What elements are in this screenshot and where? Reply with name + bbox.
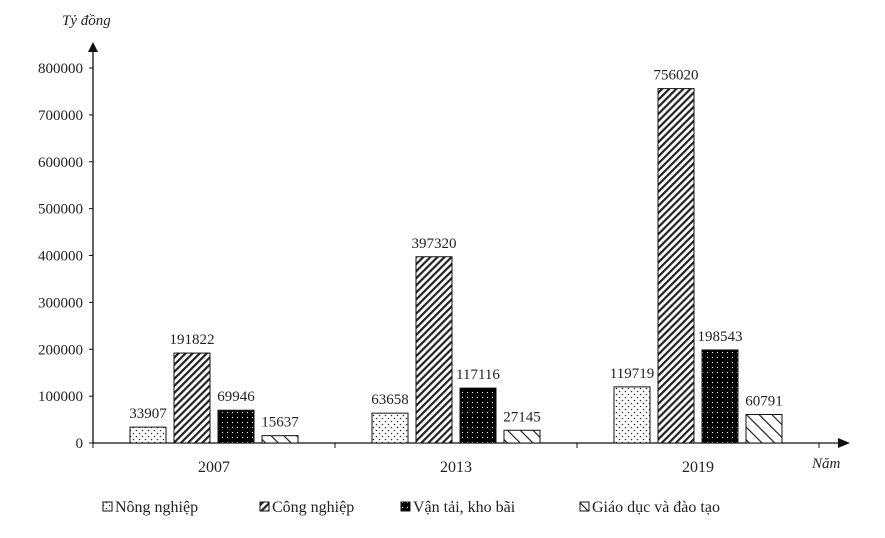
legend: Nông nghiệp Công nghiệp Vận tải, kho bãi Gi…	[102, 499, 720, 516]
legend-swatch	[259, 501, 270, 512]
legend-label: Nông nghiệp	[115, 499, 198, 516]
y-axis: 0 100000 200000 300000 400000 500000 600000 700…	[38, 42, 98, 452]
x-axis-arrow	[838, 438, 850, 448]
legend-swatch	[400, 501, 411, 512]
x-tick-label: 2013	[440, 459, 472, 476]
y-tick-label: 100000	[38, 389, 83, 405]
legend-label: Công nghiệp	[272, 499, 354, 516]
bar-value-label: 191822	[170, 332, 215, 348]
bar	[173, 352, 211, 444]
legend-label: Giáo dục và đào tạo	[592, 499, 720, 516]
legend-swatch	[579, 501, 590, 512]
legend-label: Vận tải, kho bãi	[413, 499, 516, 516]
y-axis-title: Tỷ đồng	[62, 13, 111, 29]
x-axis: 2007 2013 2019	[92, 438, 850, 476]
y-axis-arrow	[88, 42, 98, 52]
bar	[701, 349, 739, 444]
x-tick-label: 2019	[682, 459, 714, 476]
x-tick-label: 2007	[198, 459, 230, 476]
bar-value-label: 397320	[412, 236, 457, 252]
bar	[371, 412, 409, 444]
bar	[261, 435, 299, 444]
bar	[745, 414, 783, 444]
y-tick-label: 200000	[38, 342, 83, 358]
bar-value-label: 198543	[698, 329, 743, 345]
y-tick-label: 500000	[38, 202, 83, 218]
y-tick-label: 0	[76, 436, 84, 452]
bar	[217, 409, 255, 444]
bar	[459, 387, 497, 444]
y-tick-label: 400000	[38, 249, 83, 265]
bar	[129, 426, 167, 444]
bar-value-label: 15637	[261, 415, 299, 431]
bar	[613, 386, 651, 444]
bar	[657, 88, 695, 444]
bars-group: 33907 191822 69946 15637 63658 397320 117116 27…	[129, 68, 783, 444]
x-axis-title: Năm	[811, 456, 841, 472]
y-tick-label: 600000	[38, 155, 83, 171]
bar-value-label: 756020	[654, 68, 699, 84]
bar	[503, 429, 541, 444]
bar-value-label: 69946	[217, 389, 255, 405]
bar-value-label: 63658	[371, 392, 409, 408]
y-tick-label: 300000	[38, 295, 83, 311]
bar-value-label: 33907	[129, 406, 167, 422]
bar-value-label: 27145	[503, 409, 541, 425]
y-tick-label: 800000	[38, 61, 83, 77]
bar-value-label: 60791	[745, 394, 783, 410]
bar-value-label: 117116	[456, 367, 500, 383]
y-tick-label: 700000	[38, 108, 83, 124]
legend-swatch	[102, 501, 113, 512]
bar	[415, 256, 453, 444]
bar-value-label: 119719	[610, 366, 654, 382]
